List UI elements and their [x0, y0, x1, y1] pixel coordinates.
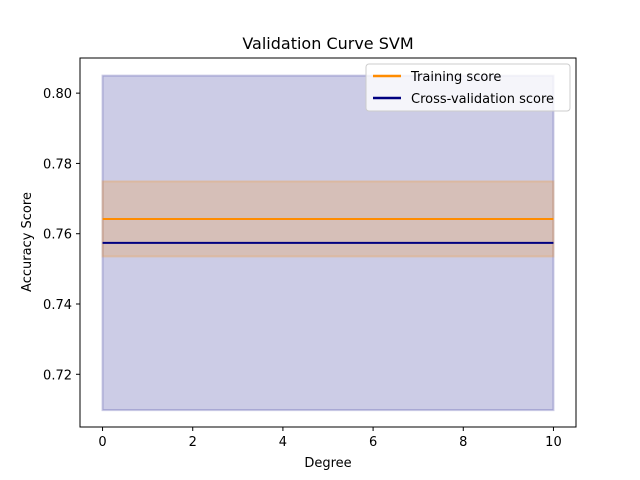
legend-label: Training score — [410, 70, 501, 85]
chart-title: Validation Curve SVM — [242, 34, 413, 53]
y-tick-label: 0.72 — [43, 368, 72, 383]
x-axis-label: Degree — [304, 456, 351, 471]
y-tick-label: 0.78 — [43, 157, 72, 172]
x-tick-label: 2 — [189, 435, 197, 450]
plot-frame — [79, 57, 577, 428]
plot-area: 0 2 4 6 8 10 0.72 0.74 0.76 0.78 0.80 — [43, 57, 577, 450]
x-tick-label: 8 — [459, 435, 467, 450]
x-tick-label: 0 — [98, 435, 106, 450]
x-tick-label: 10 — [545, 435, 562, 450]
y-tick-label: 0.74 — [43, 298, 72, 313]
y-tick-label: 0.80 — [43, 87, 72, 102]
y-axis-label: Accuracy Score — [20, 192, 35, 292]
y-tick-label: 0.76 — [43, 228, 72, 243]
legend-label: Cross-validation score — [411, 92, 554, 107]
x-tick-label: 4 — [279, 435, 287, 450]
x-tick-label: 6 — [369, 435, 377, 450]
legend: Training score Cross-validation score — [365, 63, 571, 112]
legend-box — [365, 63, 571, 112]
